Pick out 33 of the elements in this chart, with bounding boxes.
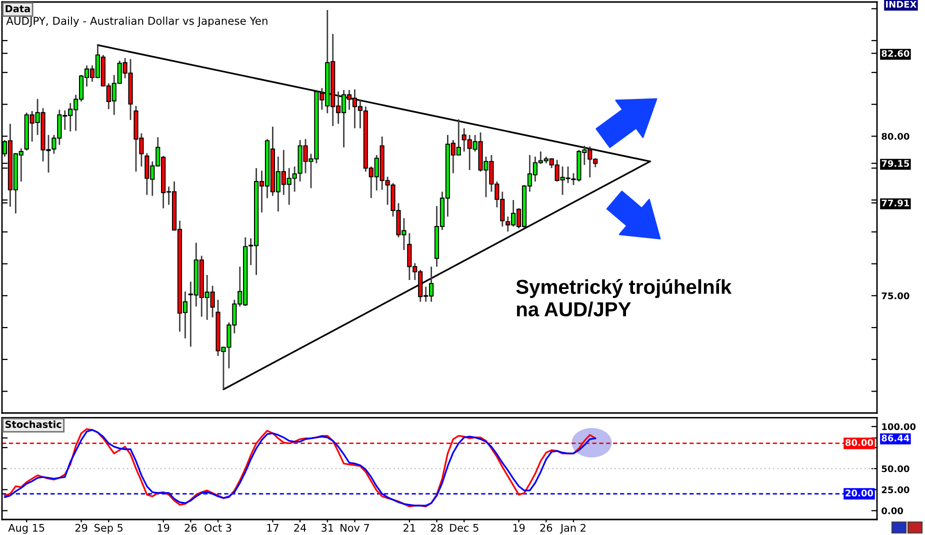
y-tick-label: 82.60 [882, 50, 910, 57]
x-tick-label: 19 [158, 524, 170, 532]
y-tick-label: 86.44 [882, 434, 910, 442]
chart-title: Stochastic [5, 420, 62, 428]
x-tick-label: 26 [184, 524, 197, 532]
annotation: Symetrický trojúhelník na AUD/JPY [516, 279, 732, 317]
x-tick-label: Nov 7 [340, 524, 369, 532]
chart-title: Data [6, 5, 30, 12]
y-tick-label: 0.00 [882, 507, 904, 514]
x-tick-label: Sep 5 [94, 524, 123, 534]
x-tick-label: Jan 2 [560, 524, 586, 534]
x-tick-label: 19 [513, 524, 525, 532]
text: AUDJPY, Daily - Australian Dollar vs Japanese Yen [6, 16, 268, 27]
x-tick-label: 24 [294, 524, 306, 532]
y-tick-label: 79.15 [882, 160, 910, 167]
x-tick-label: Dec 5 [450, 524, 478, 532]
y-tick-label: 77.91 [882, 200, 910, 206]
x-tick-label: 28 [430, 524, 443, 532]
x-tick-label: Oct 3 [204, 524, 232, 532]
x-tick-label: 17 [267, 524, 278, 532]
y-axis-title: INDEX [886, 1, 917, 8]
y-tick-label: 100.00 [882, 423, 916, 430]
y-tick-label: 75.00 [882, 292, 910, 300]
x-tick-label: 31 [322, 524, 334, 532]
x-tick-label: 21 [404, 524, 416, 532]
x-tick-label: 29 [75, 524, 88, 532]
ref-line-label: 80.00 [845, 439, 874, 446]
y-tick-label: 50.00 [882, 465, 910, 472]
ref-line-label: 20.00 [846, 490, 874, 496]
x-tick-label: 26 [540, 524, 552, 532]
y-tick-label: 25.00 [882, 486, 910, 494]
y-tick-label: 80.00 [882, 132, 910, 140]
x-tick-label: Aug 15 [8, 524, 44, 534]
